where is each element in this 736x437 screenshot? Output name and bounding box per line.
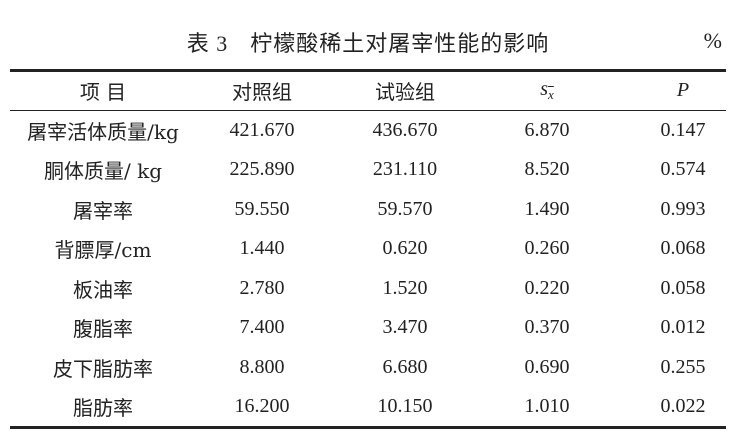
table-row: 背膘厚/cm 1.440 0.620 0.260 0.068: [10, 229, 726, 269]
cell-value: 0.574: [660, 158, 706, 180]
cell-value: 8.520: [524, 158, 570, 180]
row-label: 皮下脂肪率: [53, 356, 153, 381]
header-trial: 试验组: [375, 79, 435, 104]
cell-value: 6.680: [382, 355, 428, 378]
cell-value: 59.570: [377, 197, 433, 220]
cell-value: 421.670: [229, 118, 295, 141]
cell-value: 0.220: [524, 276, 570, 299]
cell-value: 7.400: [239, 316, 285, 338]
cell-value: 6.870: [524, 118, 570, 141]
row-label: 屠宰活体质量/kg: [27, 119, 179, 144]
cell-value: 0.147: [660, 118, 706, 141]
table-row: 脂肪率 16.200 10.150 1.010 0.022: [10, 387, 726, 427]
cell-value: 0.022: [660, 395, 706, 417]
cell-value: 225.890: [229, 158, 295, 180]
table-number: 表 3: [186, 31, 229, 56]
cell-value: 436.670: [372, 118, 438, 141]
table-caption: 表 3 柠檬酸稀土对屠宰性能的影响: [0, 26, 736, 58]
row-label: 胴体质量/ kg: [43, 159, 163, 183]
header-p: P: [676, 78, 690, 101]
table-row: 屠宰活体质量/kg 421.670 436.670 6.870 0.147: [10, 110, 726, 150]
row-label: 脂肪率: [73, 396, 133, 420]
header-rule: [10, 110, 726, 112]
table-title: 柠檬酸稀土对屠宰性能的影响: [250, 32, 550, 57]
row-label: 背膘厚/cm: [54, 238, 152, 262]
top-rule: [10, 69, 726, 72]
cell-value: 0.260: [524, 237, 570, 259]
table-row: 板油率 2.780 1.520 0.220 0.058: [10, 268, 726, 308]
cell-value: 0.068: [660, 237, 706, 259]
cell-value: 1.010: [524, 395, 570, 417]
cell-value: 0.370: [524, 316, 570, 338]
cell-value: 59.550: [234, 197, 290, 220]
row-label: 板油率: [73, 277, 133, 302]
table-row: 胴体质量/ kg 225.890 231.110 8.520 0.574: [10, 150, 726, 190]
cell-value: 1.440: [239, 237, 285, 259]
table-row: 屠宰率 59.550 59.570 1.490 0.993: [10, 189, 726, 229]
cell-value: 3.470: [382, 316, 428, 338]
header-sd: sx: [540, 77, 554, 102]
header-row: 项 目 对照组 试验组 sx P: [10, 70, 726, 110]
cell-value: 10.150: [377, 395, 433, 417]
cell-value: 231.110: [372, 158, 438, 180]
table-row: 腹脂率 7.400 3.470 0.370 0.012: [10, 308, 726, 348]
table-unit: %: [703, 28, 722, 53]
cell-value: 0.058: [660, 276, 706, 299]
cell-value: 2.780: [239, 276, 285, 299]
cell-value: 1.520: [382, 276, 428, 299]
cell-value: 0.620: [382, 237, 428, 259]
cell-value: 0.255: [660, 355, 706, 378]
bottom-rule: [10, 426, 726, 429]
cell-value: 0.690: [524, 355, 570, 378]
cell-value: 1.490: [524, 197, 570, 220]
header-item: 项 目: [79, 79, 127, 104]
table-row: 皮下脂肪率 8.800 6.680 0.690 0.255: [10, 347, 726, 387]
row-label: 腹脂率: [73, 317, 133, 341]
header-control: 对照组: [232, 79, 292, 104]
cell-value: 8.800: [239, 355, 285, 378]
cell-value: 16.200: [234, 395, 290, 417]
cell-value: 0.993: [660, 197, 706, 220]
cell-value: 0.012: [660, 316, 706, 338]
row-label: 屠宰率: [73, 198, 133, 223]
